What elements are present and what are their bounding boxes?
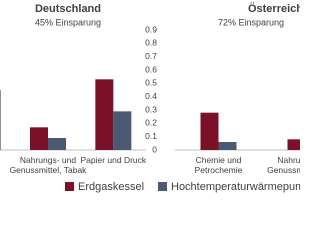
y-tick-label: 0.2 — [145, 118, 157, 128]
y-tick-label: 0.1 — [145, 131, 157, 141]
bar — [113, 111, 132, 150]
legend-label: Hochtemperaturwärmepumpe — [171, 181, 300, 193]
chart-title: Österreich — [248, 2, 300, 15]
bar — [218, 142, 237, 150]
bar — [200, 112, 219, 150]
y-tick-label: 0.8 — [145, 38, 157, 48]
bar — [287, 139, 300, 150]
legend-swatch — [65, 182, 74, 191]
y-tick-label: 0.4 — [145, 91, 157, 101]
x-tick-label: Papier und Druck — [80, 155, 147, 165]
x-tick-label: Nahrungs- und Genussmittel, Tabak — [267, 155, 300, 175]
legend-swatch — [158, 182, 167, 191]
y-tick-label: 0.7 — [145, 51, 157, 61]
chart-title: Deutschland — [35, 3, 101, 15]
y-tick-label: 0.6 — [145, 64, 157, 74]
x-tick-label: Chemie und Petrochemie — [194, 155, 243, 175]
bar — [30, 127, 48, 150]
x-tick-label: Nahrungs- und Genussmittel, Tabak — [9, 155, 87, 175]
bar — [95, 79, 114, 150]
chart: Deutschland 45% Einsparung Österreich 72… — [0, 2, 300, 193]
bar — [0, 90, 1, 150]
y-tick-label: 0.3 — [145, 104, 157, 114]
page: Deutschland 45% Einsparung Österreich 72… — [0, 2, 300, 193]
chart-subtitle: 72% Einsparung — [218, 17, 284, 27]
chart-subtitle: 45% Einsparung — [35, 17, 101, 27]
y-tick-label: 0 — [152, 144, 157, 154]
y-tick-label: 0.5 — [145, 78, 157, 88]
legend-label: Erdgaskessel — [78, 181, 144, 193]
bar — [48, 138, 66, 150]
y-tick-label: 0.9 — [145, 24, 157, 34]
